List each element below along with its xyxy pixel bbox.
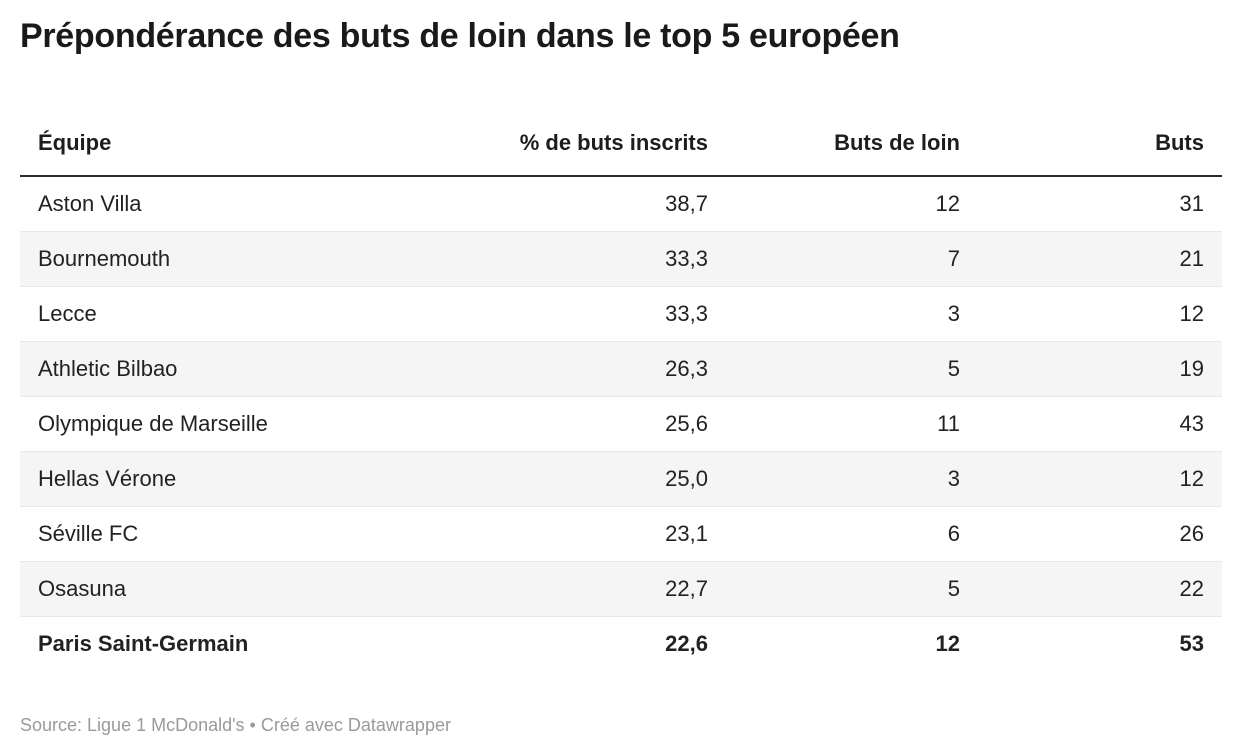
cell-buts-de-loin: 5 (726, 341, 978, 397)
cell-pct-buts-inscrits: 22,7 (474, 561, 726, 617)
cell-buts-de-loin: 7 (726, 231, 978, 287)
cell-pct-buts-inscrits: 38,7 (665, 191, 708, 216)
source-attribution: Source: Ligue 1 McDonald's • Créé avec D… (20, 715, 451, 735)
cell-buts: 12 (978, 286, 1222, 342)
cell-team: Athletic Bilbao (20, 341, 474, 397)
table-row: Bournemouth 33,3 7 21 (20, 231, 1222, 287)
table-row: Paris Saint-Germain 22,6 12 53 (20, 616, 1222, 671)
table-body: Aston Villa 38,7 12 31 Bournemouth 33,3 7 21 Lec… (20, 176, 1222, 671)
table-row: Hellas Vérone 25,0 3 12 (20, 451, 1222, 507)
cell-team: Lecce (20, 286, 474, 342)
cell-buts: 43 (978, 396, 1222, 452)
cell-pct-buts-inscrits: 33,3 (474, 231, 726, 287)
cell-buts-de-loin: 3 (726, 286, 978, 342)
column-header-buts-de-loin: Buts de loin (726, 115, 978, 177)
table-row: Lecce 33,3 3 12 (20, 286, 1222, 342)
cell-buts: 12 (978, 451, 1222, 507)
table-row: Athletic Bilbao 26,3 5 19 (20, 341, 1222, 397)
cell-pct-buts-inscrits: 33,3 (474, 286, 726, 342)
cell-buts-de-loin: 6 (726, 506, 978, 562)
table-row: Séville FC 23,1 6 26 (20, 506, 1222, 562)
cell-buts: 53 (978, 616, 1222, 671)
cell-team: Osasuna (20, 561, 474, 617)
table-row: Osasuna 22,7 5 22 (20, 561, 1222, 617)
cell-buts: 31 (1179, 191, 1204, 216)
cell-team: Hellas Vérone (20, 451, 474, 507)
table-row: Olympique de Marseille 25,6 11 43 (20, 396, 1222, 452)
cell-pct-buts-inscrits: 23,1 (474, 506, 726, 562)
cell-team: Séville FC (20, 506, 474, 562)
table-header: Équipe % de buts inscrits Buts de loin B… (20, 115, 1222, 177)
cell-pct-buts-inscrits: 25,6 (474, 396, 726, 452)
cell-team: Bournemouth (20, 231, 474, 287)
column-header-pct-buts-inscrits: % de buts inscrits (474, 115, 726, 177)
table-header-row: Équipe % de buts inscrits Buts de loin B… (20, 115, 1222, 177)
cell-buts: 21 (978, 231, 1222, 287)
cell-buts-de-loin: 12 (726, 616, 978, 671)
cell-team: Olympique de Marseille (20, 396, 474, 452)
cell-pct-buts-inscrits: 25,0 (474, 451, 726, 507)
cell-buts: 26 (978, 506, 1222, 562)
data-table: Équipe % de buts inscrits Buts de loin B… (20, 115, 1222, 671)
column-header-buts: Buts (978, 115, 1222, 177)
cell-buts-de-loin: 12 (935, 191, 960, 216)
column-header-equipe: Équipe (20, 115, 474, 177)
visualization: Prépondérance des buts de loin dans le t… (0, 14, 1240, 752)
cell-buts-de-loin: 5 (726, 561, 978, 617)
cell-buts-de-loin: 11 (726, 396, 978, 452)
cell-buts: 19 (978, 341, 1222, 397)
cell-team: Paris Saint-Germain (20, 616, 474, 671)
cell-pct-buts-inscrits: 26,3 (474, 341, 726, 397)
cell-team: Aston Villa (38, 191, 142, 216)
cell-buts-de-loin: 3 (726, 451, 978, 507)
table-row: Aston Villa 38,7 12 31 (20, 176, 1222, 232)
cell-buts: 22 (978, 561, 1222, 617)
page-title: Prépondérance des buts de loin dans le t… (20, 17, 900, 55)
cell-pct-buts-inscrits: 22,6 (474, 616, 726, 671)
